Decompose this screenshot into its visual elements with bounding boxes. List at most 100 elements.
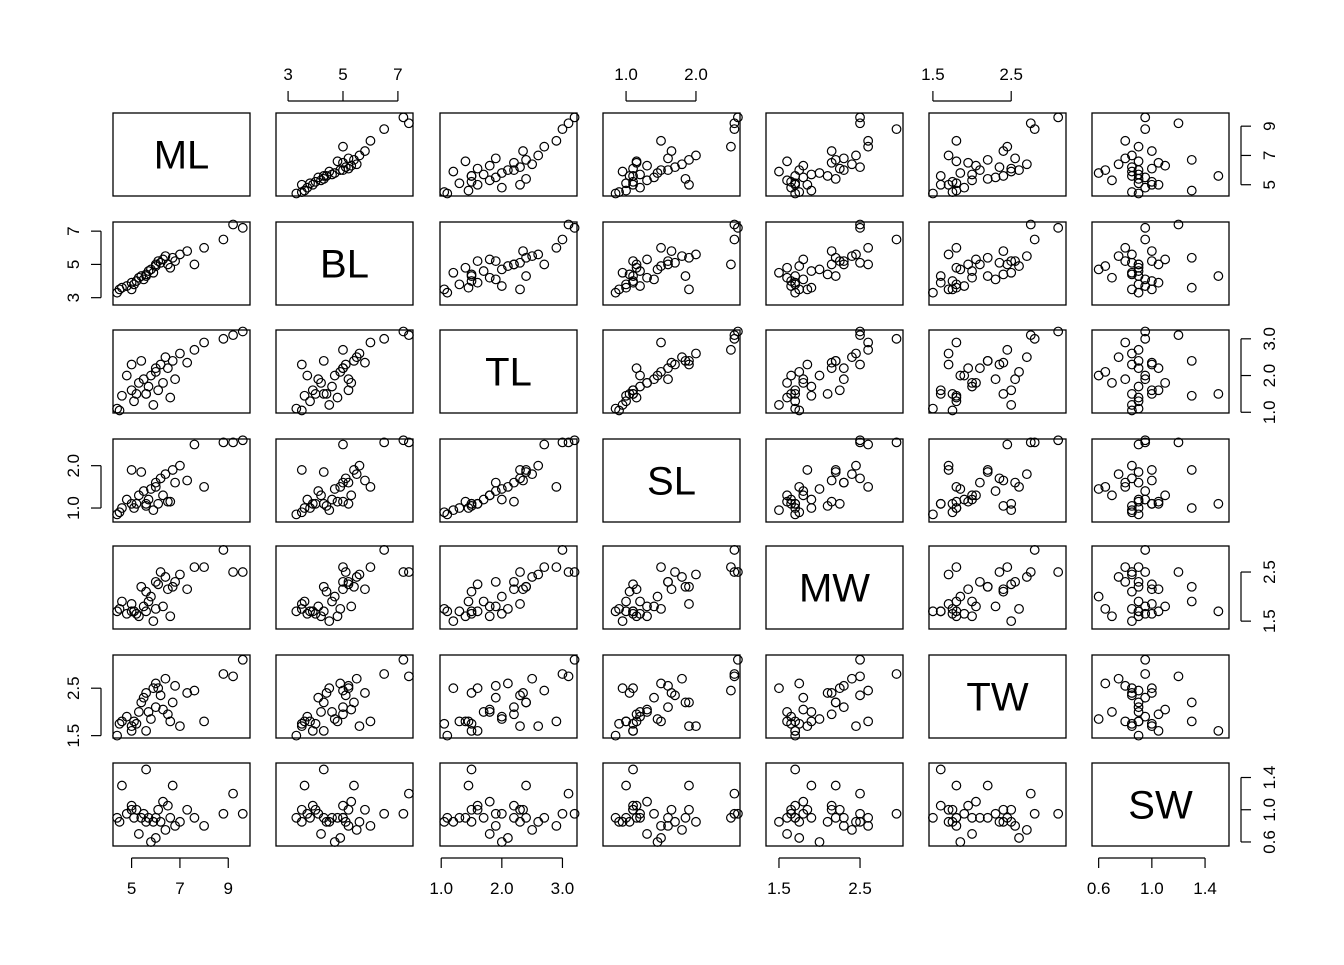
point — [967, 611, 977, 622]
point — [448, 816, 459, 827]
y-tick-label: 1.5 — [64, 724, 83, 748]
point — [155, 690, 166, 701]
point — [496, 484, 507, 494]
point — [1153, 259, 1164, 270]
point — [454, 606, 465, 617]
point — [990, 274, 1001, 285]
point — [329, 591, 340, 602]
point — [826, 246, 837, 257]
panel — [112, 654, 251, 739]
point — [935, 385, 946, 396]
point — [1093, 714, 1104, 724]
point — [998, 246, 1009, 257]
point — [943, 460, 954, 471]
variable-label: TL — [485, 351, 532, 395]
point — [663, 702, 673, 713]
point — [684, 780, 694, 791]
panel — [1091, 221, 1230, 306]
point — [1140, 711, 1151, 722]
point — [454, 279, 465, 290]
point — [1127, 267, 1137, 278]
point — [684, 355, 694, 366]
point — [518, 246, 528, 257]
point — [318, 173, 329, 184]
point — [338, 141, 348, 152]
point — [515, 816, 525, 827]
point — [830, 780, 841, 791]
point — [551, 242, 562, 253]
panel — [275, 329, 414, 414]
point — [1120, 477, 1131, 488]
point — [1140, 326, 1151, 337]
point — [1010, 374, 1021, 385]
point — [569, 567, 580, 577]
point — [1025, 118, 1036, 129]
point — [1002, 344, 1013, 355]
point — [515, 567, 525, 577]
point — [1133, 262, 1144, 273]
point — [398, 654, 409, 665]
point — [332, 716, 343, 727]
point — [943, 816, 954, 827]
point — [798, 160, 809, 171]
point — [891, 808, 902, 819]
y-tick-label: 2.5 — [1260, 560, 1279, 584]
point — [496, 264, 507, 275]
point — [863, 820, 874, 831]
panel — [765, 762, 904, 847]
point — [112, 509, 123, 520]
point — [136, 467, 147, 477]
point — [360, 357, 370, 368]
point — [631, 259, 642, 270]
point — [826, 688, 837, 698]
point — [782, 716, 792, 727]
point — [838, 477, 849, 488]
point — [1100, 481, 1111, 492]
point — [806, 185, 817, 196]
point — [1153, 277, 1164, 288]
point — [1133, 581, 1144, 592]
point — [1133, 685, 1144, 696]
point — [1213, 271, 1224, 281]
point — [1127, 567, 1137, 577]
point — [642, 611, 652, 622]
point — [1146, 465, 1157, 475]
point — [521, 173, 531, 184]
point — [539, 141, 550, 152]
point — [332, 156, 343, 167]
point — [153, 256, 164, 266]
point — [121, 281, 132, 291]
point — [158, 601, 168, 612]
point — [557, 124, 568, 135]
point — [126, 359, 137, 370]
point — [114, 603, 125, 614]
point — [830, 173, 841, 184]
point — [1140, 486, 1151, 496]
point — [990, 486, 1001, 496]
point — [1173, 671, 1184, 682]
point — [798, 808, 809, 819]
point — [677, 673, 687, 684]
point — [1173, 567, 1184, 577]
point — [117, 780, 127, 791]
point — [1186, 390, 1197, 401]
point — [490, 680, 501, 691]
point — [935, 800, 946, 811]
point — [296, 405, 307, 416]
point — [131, 804, 142, 815]
point — [670, 567, 680, 577]
point — [733, 654, 743, 665]
point — [343, 153, 354, 164]
point — [296, 359, 307, 370]
point — [448, 505, 459, 516]
point — [990, 374, 1001, 385]
point — [943, 249, 954, 260]
point — [496, 837, 507, 847]
point — [951, 481, 962, 492]
point — [150, 702, 161, 713]
point — [628, 606, 638, 617]
x-tick-label: 2.0 — [490, 879, 514, 898]
point — [533, 816, 544, 827]
point — [318, 606, 329, 617]
point — [199, 481, 209, 492]
